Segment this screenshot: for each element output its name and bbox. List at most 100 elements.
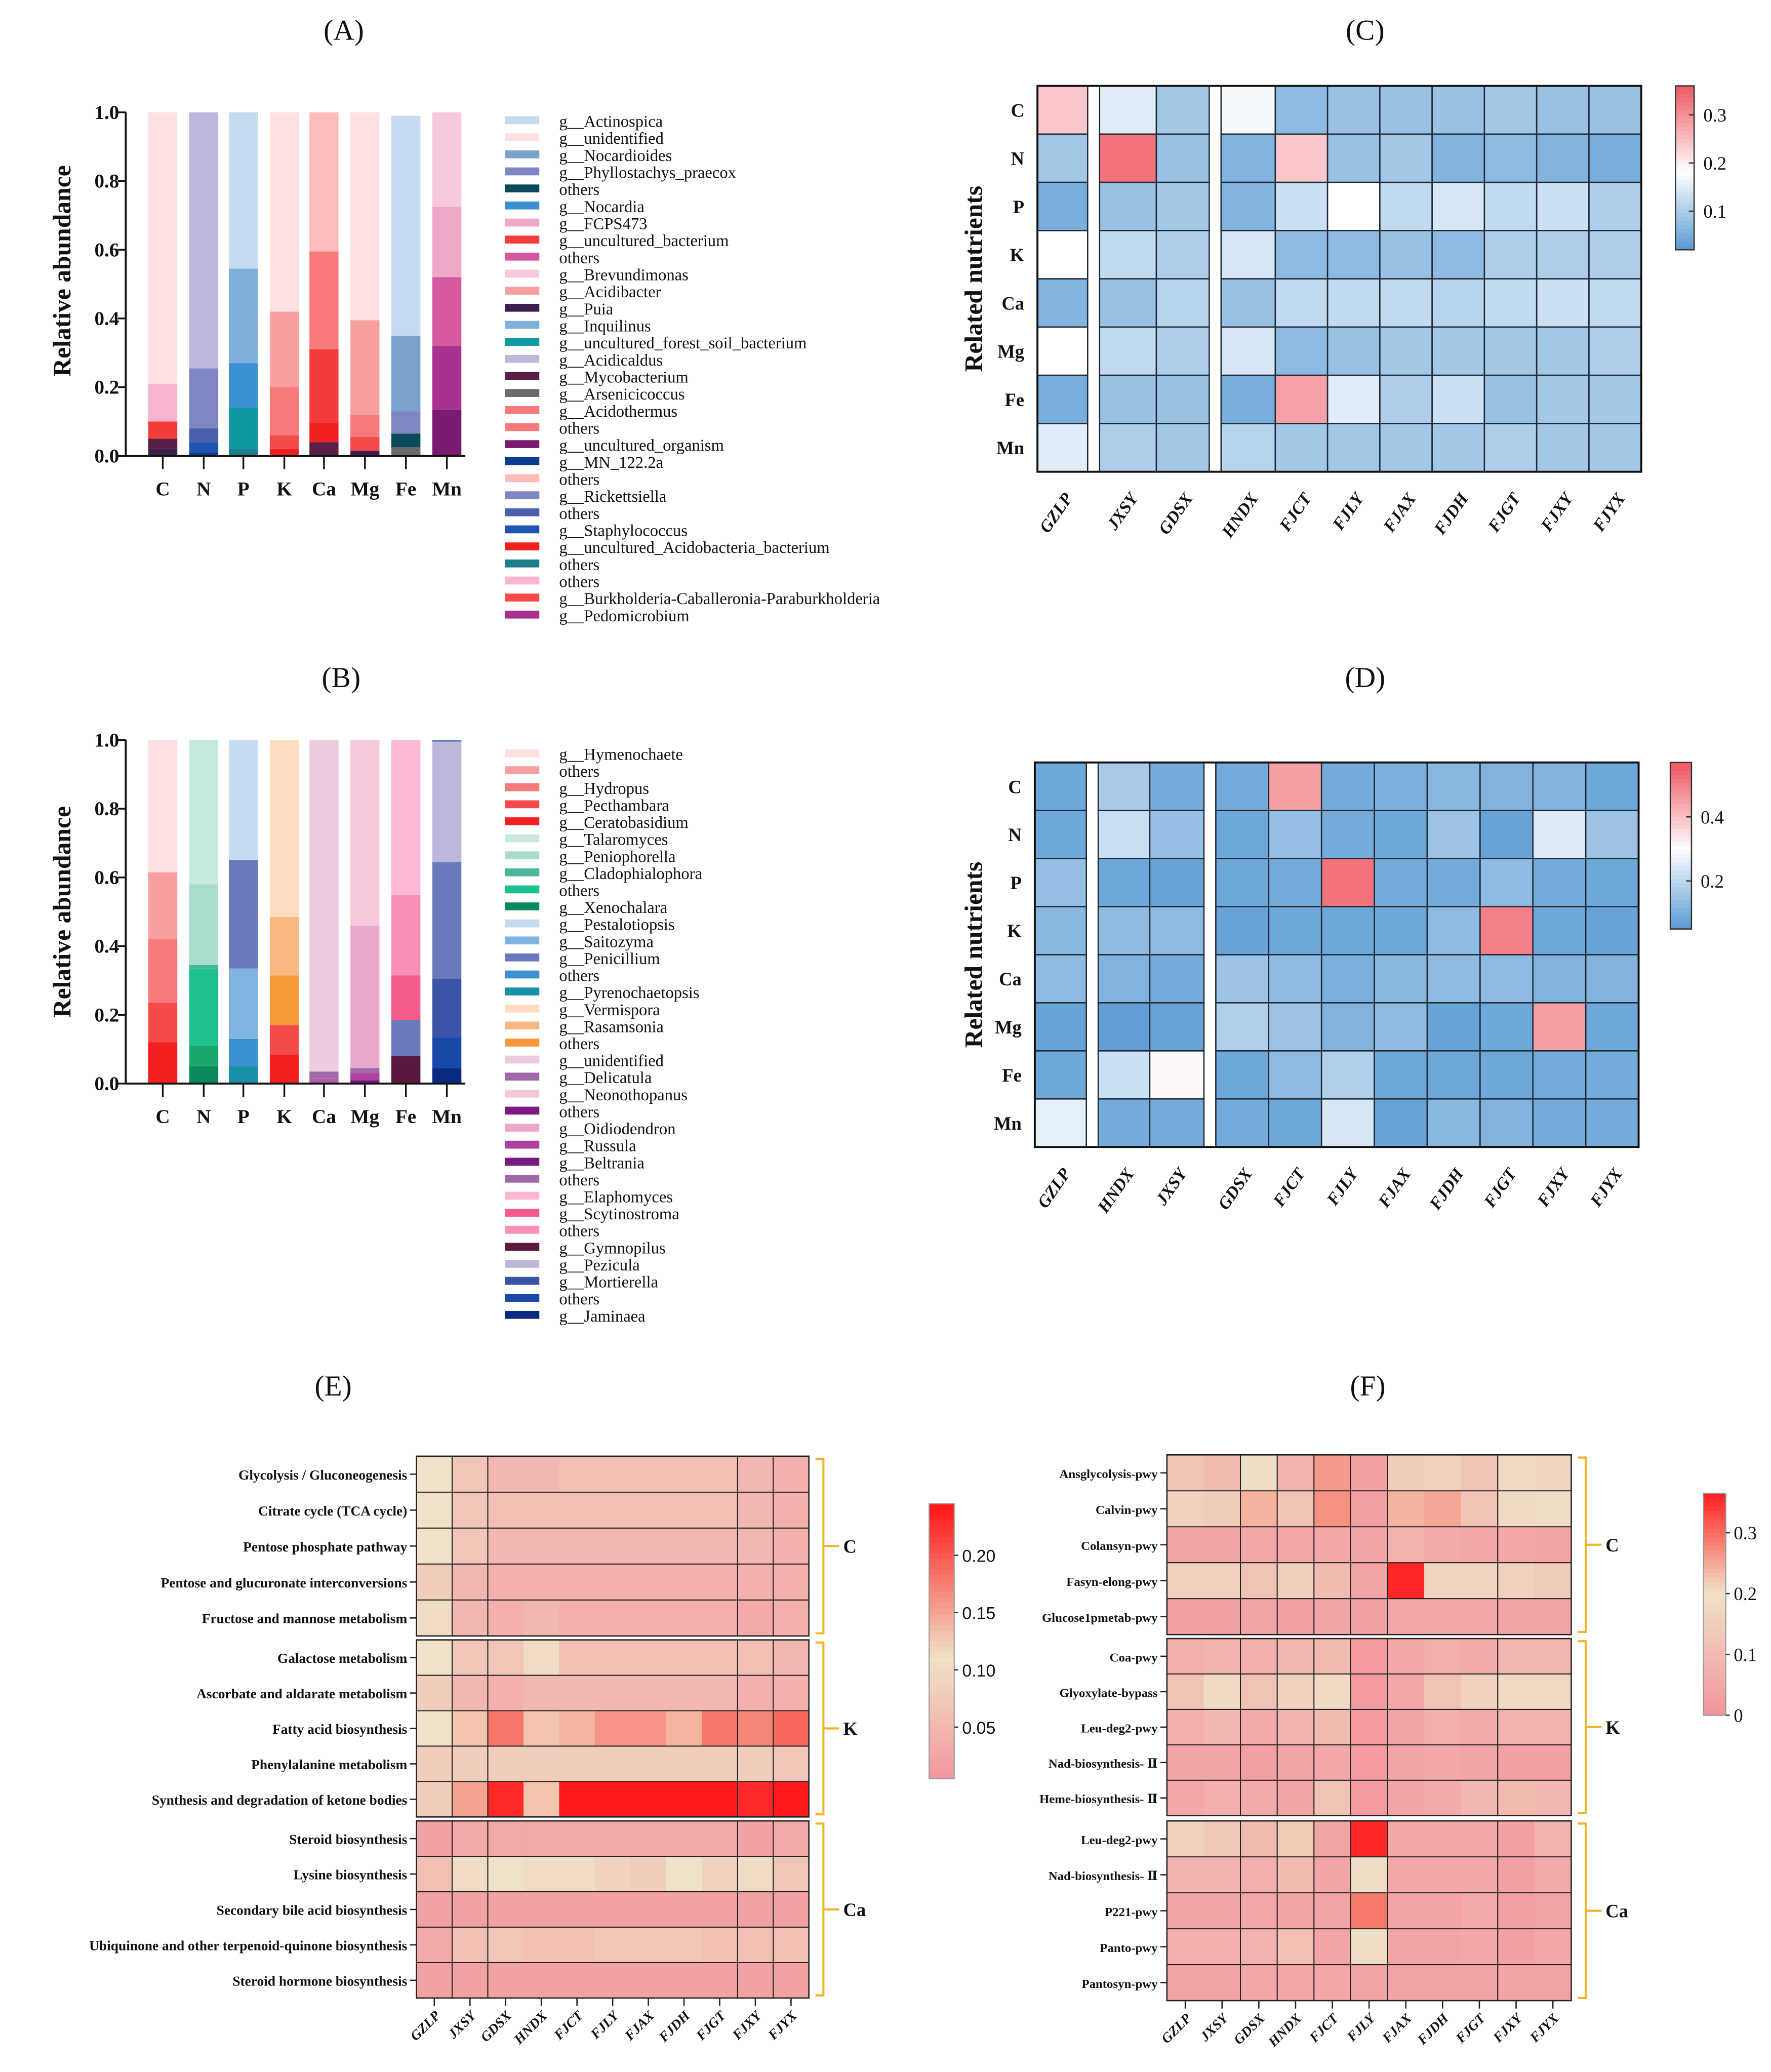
legend-label: g__Inquilinus — [559, 317, 651, 336]
colorbar-step — [1670, 925, 1692, 930]
heatmap-cell — [737, 1892, 774, 1928]
bar-segment — [269, 112, 299, 312]
legend-label: others — [559, 1035, 599, 1053]
colorbar-step — [929, 1591, 954, 1598]
heatmap-cell — [1166, 1673, 1204, 1710]
colorbar-step — [1675, 237, 1695, 243]
heatmap-cell — [1097, 1098, 1151, 1148]
colorbar-step — [929, 1690, 954, 1697]
col-label: FJXY — [1534, 1164, 1574, 1211]
bar-segment — [228, 408, 258, 449]
heatmap-cell — [1479, 1002, 1534, 1052]
heatmap-cell — [1532, 1050, 1587, 1100]
heatmap-cell — [1379, 423, 1433, 472]
heatmap-cell — [666, 1710, 703, 1747]
col-label: FJYX — [764, 2008, 800, 2043]
heatmap-cell — [1536, 181, 1590, 231]
heatmap-cell — [702, 1927, 738, 1963]
heatmap-cell — [1277, 1455, 1315, 1492]
y-tick-label: 0.8 — [94, 171, 119, 192]
heatmap-cell — [1203, 1563, 1241, 1599]
col-label: GZLP — [1158, 2010, 1194, 2046]
heatmap-cell — [666, 1600, 703, 1637]
heatmap-cell — [1350, 1599, 1388, 1635]
heatmap-cell — [452, 1856, 489, 1892]
heatmap-cell — [702, 1456, 738, 1493]
heatmap-cell — [523, 1821, 560, 1857]
heatmap-cell — [1326, 374, 1381, 424]
heatmap-cell — [1350, 1709, 1388, 1745]
heatmap-cell — [773, 1640, 810, 1676]
heatmap-cell — [1034, 906, 1087, 955]
heatmap-cell — [1240, 1599, 1278, 1635]
legend-swatch — [505, 218, 540, 227]
legend-label: g__FCPS473 — [559, 215, 647, 233]
legend-swatch — [505, 508, 540, 516]
bar-segment — [309, 423, 339, 443]
colorbar-step — [1675, 143, 1695, 148]
heatmap-cell — [488, 1600, 524, 1637]
heatmap-cell — [1314, 1929, 1351, 1965]
legend-label: g__Gymnopilus — [559, 1239, 665, 1257]
heatmap-cell — [416, 1710, 453, 1747]
colorbar-step — [1703, 1600, 1726, 1605]
colorbar-step — [929, 1696, 954, 1702]
colorbar-step — [1703, 1586, 1726, 1592]
heatmap-cell — [452, 1821, 489, 1857]
heatmap-cell — [702, 1892, 738, 1928]
heatmap-cell — [702, 1710, 738, 1747]
colorbar-step — [929, 1509, 954, 1516]
x-tick-label: C — [155, 479, 170, 500]
heatmap-cell — [1483, 278, 1538, 328]
heatmap-cell — [1314, 1709, 1351, 1745]
legend-swatch — [505, 783, 540, 791]
heatmap-cell — [630, 1781, 667, 1818]
legend-label: g__Peniophorella — [559, 848, 676, 866]
bar-segment — [189, 965, 219, 969]
heatmap-cell — [416, 1528, 453, 1565]
heatmap-cell — [523, 1962, 560, 1999]
bar-segment — [309, 112, 339, 252]
legend-swatch — [505, 1310, 540, 1319]
colorbar-step — [1703, 1573, 1726, 1578]
heatmap-cell — [1097, 906, 1151, 955]
heatmap-cell — [1387, 1599, 1425, 1635]
heatmap-cell — [773, 1927, 810, 1963]
heatmap-cell — [1166, 1639, 1204, 1675]
heatmap-cell — [1220, 230, 1276, 280]
heatmap-cell — [737, 1600, 774, 1637]
colorbar-step — [1670, 787, 1692, 792]
heatmap-cell — [488, 1640, 524, 1676]
row-label: Glyoxylate-bypass — [1059, 1686, 1157, 1700]
heatmap-cell — [702, 1821, 738, 1857]
row-label: Calvin-pwy — [1096, 1503, 1158, 1517]
heatmap-cell — [737, 1710, 774, 1747]
legend-swatch — [505, 457, 540, 465]
heatmap-cell — [523, 1856, 560, 1892]
heatmap-cell — [773, 1962, 810, 1999]
heatmap-cell — [452, 1710, 489, 1747]
colorbar-step — [1670, 812, 1692, 817]
heatmap-cell — [1277, 1780, 1315, 1816]
heatmap-cell — [1320, 810, 1375, 859]
legend-label: others — [559, 1290, 599, 1308]
heatmap-cell — [416, 1856, 453, 1892]
colorbar-step — [1675, 242, 1695, 247]
heatmap-cell — [1534, 1965, 1572, 2001]
row-label: Ubiquinone and other terpenoid-quinone b… — [89, 1938, 407, 1953]
heatmap-cell — [594, 1600, 631, 1637]
colorbar-step — [1670, 791, 1692, 796]
heatmap-cell — [1314, 1893, 1351, 1929]
colorbar-step — [929, 1712, 954, 1719]
heatmap-cell — [1498, 1744, 1535, 1781]
heatmap-cell — [1149, 858, 1205, 907]
legend-label: g__Arsenicicoccus — [559, 385, 685, 404]
colorbar-step — [929, 1503, 954, 1510]
bar-segment — [432, 112, 462, 207]
col-label: FJXY — [1537, 489, 1578, 536]
heatmap-cell — [1387, 1563, 1425, 1599]
heatmap-cell — [416, 1640, 453, 1676]
heatmap-cell — [1240, 1744, 1278, 1781]
heatmap-cell — [1374, 1050, 1428, 1100]
col-label: FJLY — [587, 2007, 622, 2042]
